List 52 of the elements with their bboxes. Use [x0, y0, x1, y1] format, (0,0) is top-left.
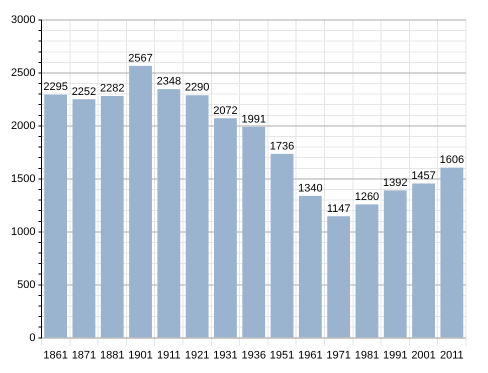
y-tick-label: 2500: [10, 67, 36, 79]
bar: [412, 183, 435, 338]
x-tick-label: 1951: [270, 349, 294, 362]
bar: [327, 216, 350, 338]
x-tick-label: 1911: [157, 349, 181, 362]
bar: [44, 94, 68, 338]
x-tick-label: 2001: [411, 349, 436, 362]
bar: [100, 96, 124, 338]
x-tick-label: 1871: [72, 349, 96, 362]
data-label: 1991: [241, 113, 266, 126]
data-label: 2290: [184, 82, 210, 94]
data-label: 1260: [354, 190, 380, 203]
data-label: 1606: [440, 154, 464, 166]
x-tick-label: 1931: [213, 349, 238, 362]
y-tick-label: 2000: [10, 120, 36, 132]
data-label: 2295: [43, 81, 68, 94]
data-label: 1457: [411, 170, 436, 182]
x-tick-label: 2011: [440, 349, 464, 362]
x-tick-label: 1861: [43, 349, 68, 362]
bar: [186, 95, 209, 338]
bar: [242, 126, 266, 338]
data-label: 2348: [156, 76, 182, 88]
bar: [72, 99, 96, 338]
data-label: 2282: [100, 82, 124, 95]
x-tick-label: 1921: [184, 349, 210, 362]
data-label: 2252: [72, 86, 96, 98]
bar: [356, 204, 378, 338]
y-tick-label: 0: [29, 332, 36, 344]
bar: [214, 118, 237, 338]
data-label: 2072: [213, 104, 238, 117]
x-tick-label: 1961: [298, 349, 323, 362]
x-tick-label: 1991: [383, 349, 408, 362]
x-tick-label: 1901: [128, 349, 153, 362]
data-label: 1736: [270, 140, 294, 152]
data-label: 1340: [298, 182, 323, 194]
bar: [129, 66, 152, 338]
data-label: 1147: [326, 202, 350, 215]
bar: [440, 168, 464, 338]
bar: [298, 196, 322, 338]
x-tick-label: 1936: [241, 349, 266, 362]
bar: [384, 190, 407, 338]
bar: [157, 89, 180, 338]
y-tick-label: 1500: [10, 172, 36, 185]
bar: [270, 154, 294, 338]
data-label: 1392: [383, 176, 408, 189]
y-tick-label: 500: [17, 278, 36, 291]
x-tick-label: 1981: [354, 349, 380, 362]
x-tick-label: 1881: [100, 349, 124, 362]
y-tick-label: 1000: [10, 226, 36, 238]
y-tick-label: 3000: [10, 14, 36, 26]
data-label: 2567: [128, 52, 153, 64]
x-tick-label: 1971: [326, 349, 351, 362]
